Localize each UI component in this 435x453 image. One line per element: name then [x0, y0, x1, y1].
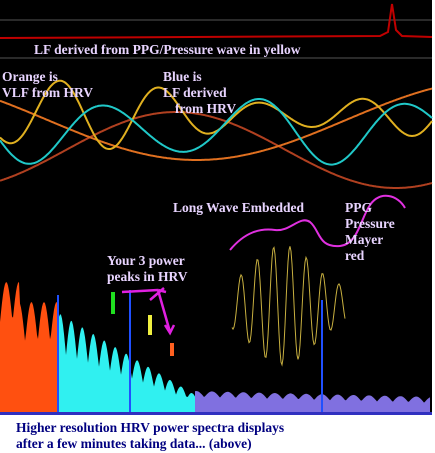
spectrum-area	[0, 282, 57, 412]
annotation: from HRV	[175, 101, 236, 116]
spectrum	[0, 282, 432, 415]
wave	[0, 98, 433, 166]
wave	[231, 246, 346, 367]
annotation: Long Wave Embedded	[173, 200, 305, 215]
spectrum-area	[57, 314, 195, 412]
annotation: Orange is	[2, 69, 58, 84]
caption: Higher resolution HRV power spectra disp…	[16, 420, 284, 435]
annotation: Your 3 power	[107, 253, 185, 268]
annotation: Blue is	[163, 69, 202, 84]
wave	[0, 79, 433, 150]
wave	[0, 87, 433, 161]
spectrum-area	[195, 391, 430, 412]
annotation: peaks in HRV	[107, 269, 188, 284]
annotation: LF derived	[163, 85, 227, 100]
annotation: Pressure	[345, 216, 395, 231]
annotation: Mayer	[345, 232, 383, 247]
baseline	[0, 412, 432, 415]
peak-marker	[148, 315, 152, 335]
waves	[0, 79, 433, 367]
pressure-trace	[0, 3, 433, 39]
arrows	[121, 287, 176, 336]
long-wave-curve	[229, 194, 406, 251]
annotation: LF derived from PPG/Pressure wave in yel…	[34, 42, 301, 57]
peak-marker	[111, 292, 115, 314]
annotation: red	[345, 248, 365, 263]
annotation: PPG	[345, 200, 372, 215]
annotation: VLF from HRV	[2, 85, 93, 100]
peak-marker	[170, 343, 174, 356]
caption: after a few minutes taking data... (abov…	[16, 436, 252, 451]
wave	[0, 111, 433, 189]
